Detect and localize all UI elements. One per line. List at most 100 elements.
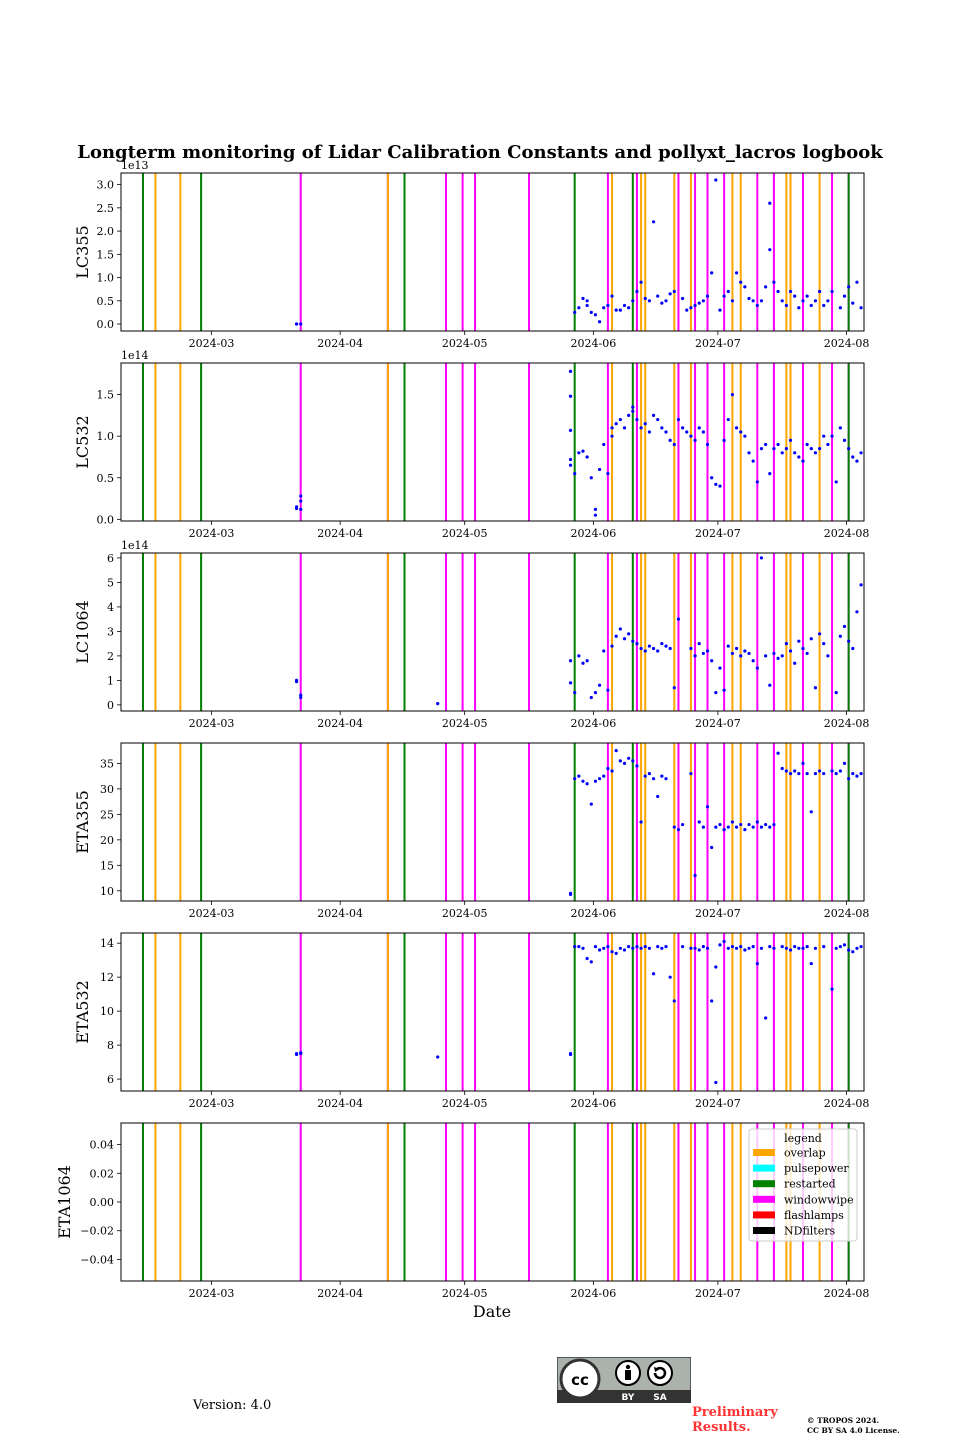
data-point <box>755 820 759 824</box>
y-tick-label: 1.5 <box>97 248 115 261</box>
data-point <box>656 417 660 422</box>
data-point <box>693 946 697 950</box>
data-point <box>855 610 859 614</box>
data-point <box>651 646 656 651</box>
legend-swatch-restarted <box>753 1180 775 1188</box>
data-point <box>610 426 614 430</box>
data-point <box>747 651 751 656</box>
data-point <box>701 430 705 434</box>
y-offset-text: 1e14 <box>121 539 149 552</box>
data-point <box>805 294 809 298</box>
x-tick-label: 2024-08 <box>824 1287 870 1300</box>
x-tick-label: 2024-08 <box>824 527 870 540</box>
data-point <box>834 771 838 776</box>
data-point <box>801 946 805 950</box>
data-point <box>734 646 739 651</box>
data-point <box>730 299 735 303</box>
data-point <box>639 946 643 950</box>
y-tick-label: 0.5 <box>97 295 115 308</box>
plot-area <box>141 173 864 331</box>
data-point <box>851 771 855 776</box>
data-point <box>826 442 830 447</box>
data-point <box>618 417 622 422</box>
panel-eta355: 10 15 20 25 30 35 2024-03 2024-04 2024-05 2024-06… <box>73 742 870 920</box>
data-point <box>622 637 627 641</box>
data-point <box>759 556 764 560</box>
sa-sharealike-icon <box>647 1360 673 1386</box>
data-point <box>859 306 863 310</box>
x-tick-label: 2024-08 <box>824 907 870 920</box>
data-point <box>768 248 772 252</box>
data-point <box>610 644 614 648</box>
x-tick-label: 2024-07 <box>695 717 741 730</box>
data-point <box>668 646 672 651</box>
data-point <box>606 766 610 771</box>
data-point <box>705 649 710 653</box>
data-point <box>589 802 593 806</box>
svg-text:cc: cc <box>571 1371 589 1389</box>
data-point <box>647 946 652 950</box>
data-point <box>656 944 660 949</box>
data-point <box>813 771 818 776</box>
data-point <box>734 825 739 829</box>
data-point <box>701 944 705 949</box>
data-point <box>822 434 826 438</box>
data-point <box>797 455 801 459</box>
legend-label-restarted: restarted <box>784 1178 836 1191</box>
y-tick-label: 2.5 <box>97 202 115 215</box>
data-point <box>842 761 847 765</box>
data-point <box>842 294 847 298</box>
data-point <box>606 303 610 308</box>
panel-lc1064: 0 1 2 3 4 5 6 2024-03 2024-04 2024-05 2024-06 2024-… <box>73 539 869 730</box>
data-point <box>722 688 726 692</box>
data-point <box>714 825 718 829</box>
data-point <box>585 299 589 303</box>
x-tick-label: 2024-08 <box>824 1097 870 1110</box>
x-tick-label: 2024-04 <box>317 907 363 920</box>
data-point <box>614 951 618 955</box>
data-point <box>726 289 730 294</box>
data-point <box>710 999 714 1003</box>
data-point <box>614 749 618 753</box>
data-point <box>730 820 735 824</box>
data-point <box>610 950 614 954</box>
data-point <box>660 301 664 305</box>
data-point <box>809 447 813 451</box>
data-point <box>668 438 672 442</box>
legend-label-NDfilters: NDfilters <box>784 1225 835 1238</box>
data-point <box>676 828 681 832</box>
data-point <box>730 944 735 949</box>
data-point <box>838 426 842 430</box>
y-tick-label: 0.0 <box>97 318 115 331</box>
y-tick-label: 1.0 <box>97 272 115 285</box>
data-point <box>635 289 639 294</box>
data-point <box>705 294 710 298</box>
data-point <box>568 659 573 663</box>
data-point <box>847 639 851 643</box>
data-point <box>747 296 751 301</box>
data-point <box>776 442 780 447</box>
data-point <box>597 683 602 687</box>
data-point <box>568 463 573 467</box>
data-point <box>730 393 735 397</box>
data-point <box>568 1052 573 1057</box>
data-point <box>593 779 598 783</box>
data-point <box>681 822 685 827</box>
y-axis-label: LC1064 <box>73 600 92 664</box>
data-point <box>693 438 697 442</box>
data-point <box>772 280 776 284</box>
y-tick-label: 6 <box>107 552 114 565</box>
data-point <box>764 1016 768 1020</box>
plot-area <box>141 743 864 901</box>
data-point <box>631 409 635 413</box>
data-point <box>801 646 805 651</box>
y-axis-label: ETA532 <box>73 980 92 1044</box>
copyright-note: © TROPOS 2024. CC BY SA 4.0 License. <box>807 1416 900 1436</box>
data-point <box>768 825 772 829</box>
x-tick-label: 2024-03 <box>189 1097 235 1110</box>
data-point <box>643 649 647 653</box>
data-point <box>842 438 847 442</box>
data-point <box>718 308 722 312</box>
data-point <box>589 310 593 315</box>
data-point <box>660 946 664 950</box>
